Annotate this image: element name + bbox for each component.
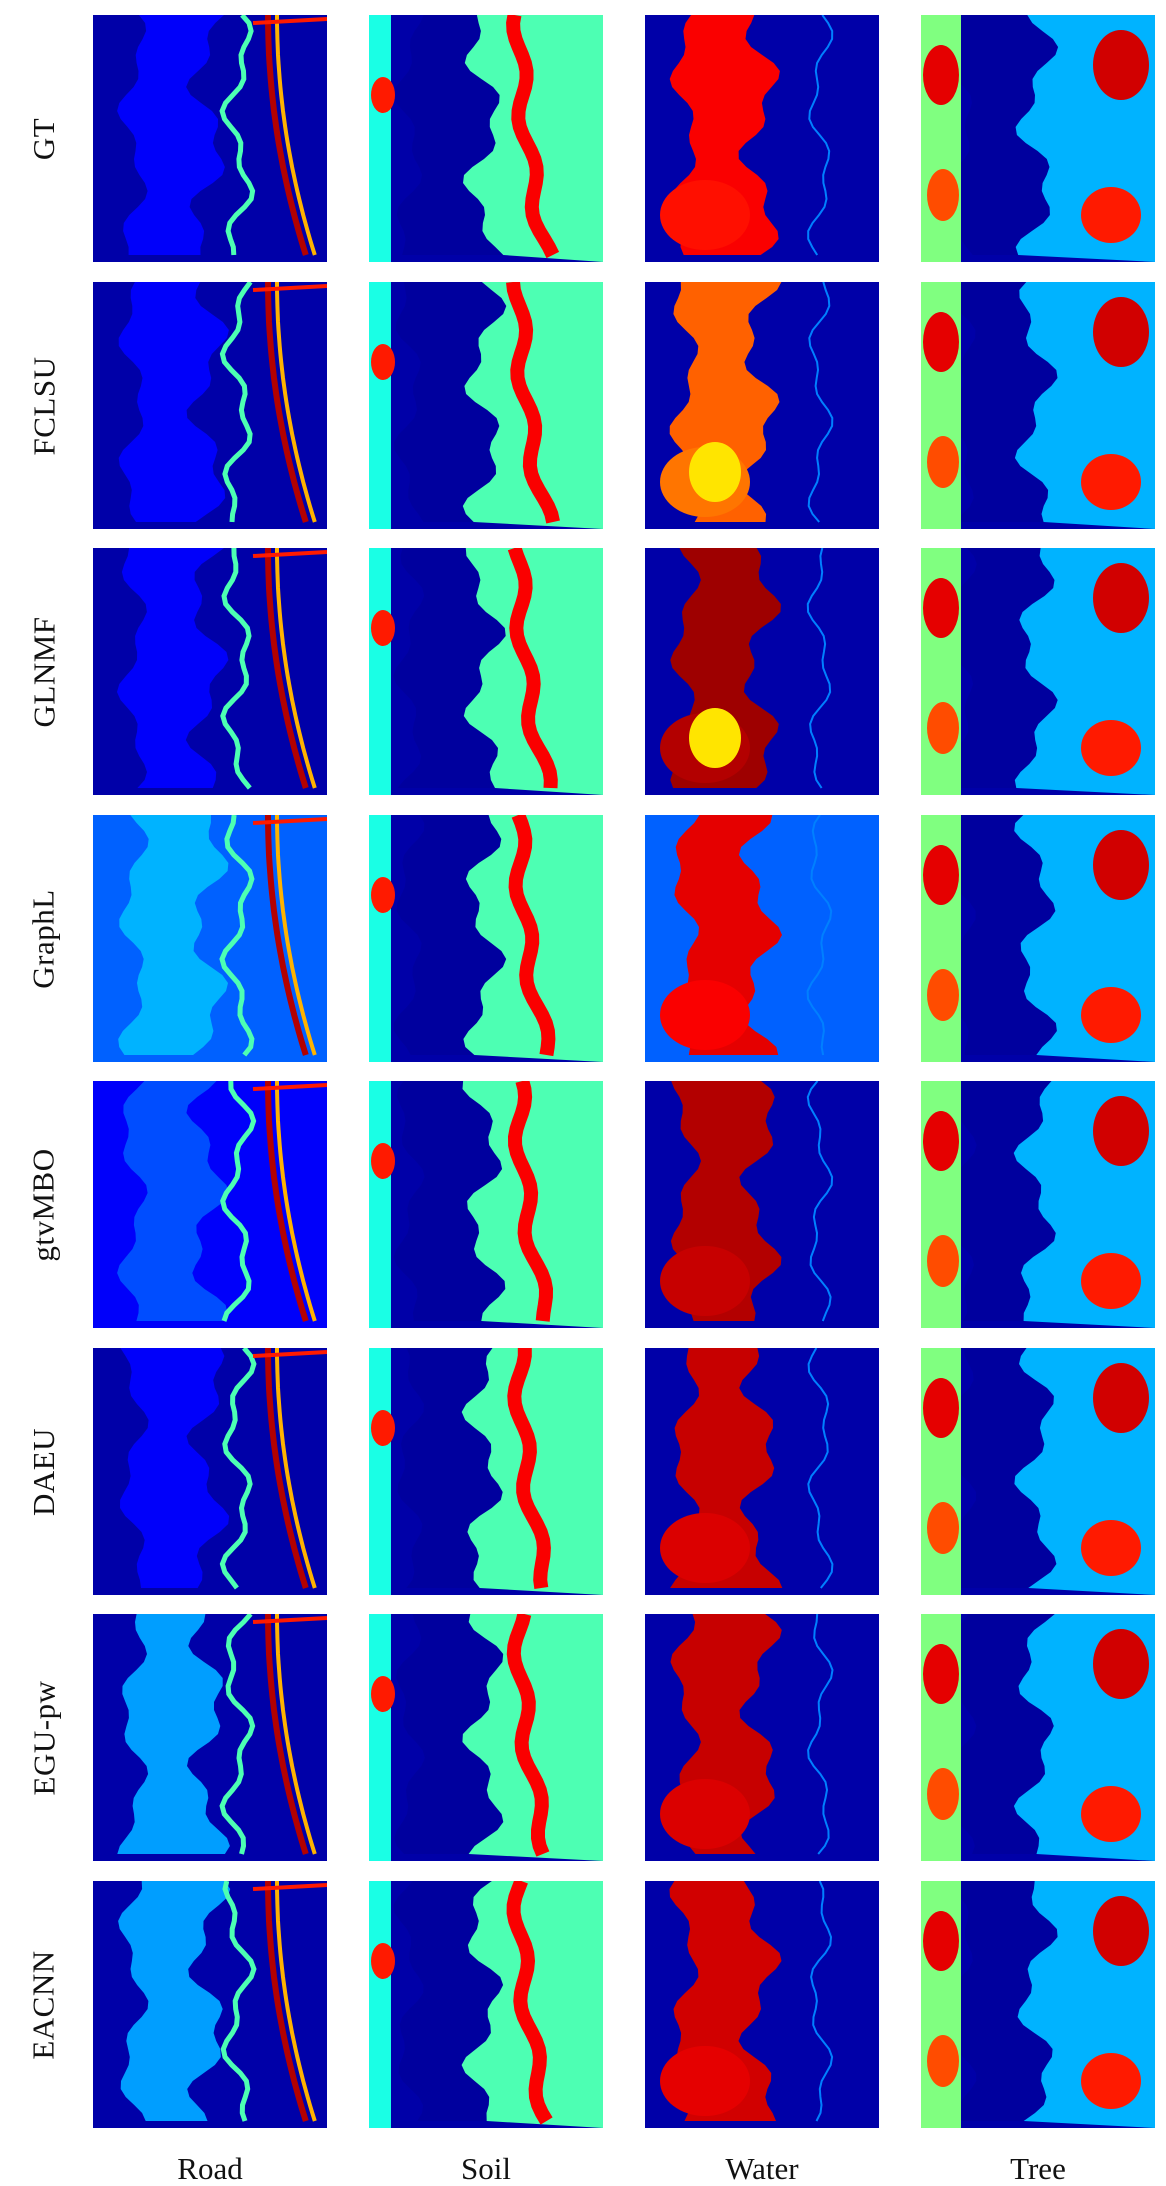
abundance-map-glnmf-water [645,548,879,795]
row-label-egu-pw: EGU-pw [10,1614,78,1861]
abundance-map-image [645,815,879,1062]
abundance-map-image [369,15,603,262]
abundance-map-daeu-water [645,1348,879,1595]
abundance-map-image [93,1614,327,1861]
abundance-map-glnmf-tree [921,548,1155,795]
abundance-map-gtvmbo-soil [369,1081,603,1328]
abundance-map-image [93,282,327,529]
row-label-daeu: DAEU [10,1348,78,1595]
row-label-gtvmbo: gtvMBO [10,1081,78,1328]
row-label-fclsu: FCLSU [10,282,78,529]
row-label-text: GT [25,117,61,160]
abundance-map-gt-water [645,15,879,262]
abundance-map-egu-pw-water [645,1614,879,1861]
column-label-tree: Tree [1010,2151,1066,2186]
abundance-map-image [921,1881,1155,2128]
abundance-map-eacnn-tree [921,1881,1155,2128]
row-label-eacnn: EACNN [10,1881,78,2128]
abundance-map-glnmf-soil [369,548,603,795]
abundance-map-image [93,815,327,1062]
abundance-map-image [921,815,1155,1062]
abundance-map-daeu-tree [921,1348,1155,1595]
abundance-map-image [369,1081,603,1328]
abundance-map-image [645,282,879,529]
abundance-map-image [369,282,603,529]
abundance-map-graphl-tree [921,815,1155,1062]
abundance-map-graphl-road [93,815,327,1062]
abundance-map-image [93,15,327,262]
abundance-map-image [369,1614,603,1861]
row-label-glnmf: GLNMF [10,548,78,795]
row-label-text: EGU-pw [26,1680,62,1795]
abundance-map-eacnn-road [93,1881,327,2128]
abundance-map-graphl-water [645,815,879,1062]
column-label-soil: Soil [461,2151,511,2186]
abundance-map-fclsu-tree [921,282,1155,529]
abundance-map-image [921,1348,1155,1595]
abundance-map-fclsu-soil [369,282,603,529]
abundance-map-daeu-soil [369,1348,603,1595]
abundance-map-egu-pw-tree [921,1614,1155,1861]
abundance-map-image [645,1081,879,1328]
abundance-map-image [921,282,1155,529]
row-label-text: gtvMBO [26,1147,61,1262]
abundance-map-graphl-soil [369,815,603,1062]
abundance-map-image [369,548,603,795]
row-label-text: GraphL [26,888,61,989]
abundance-map-image [921,1081,1155,1328]
abundance-map-gt-road [93,15,327,262]
abundance-map-image [645,1881,879,2128]
abundance-map-eacnn-water [645,1881,879,2128]
abundance-map-glnmf-road [93,548,327,795]
abundance-map-image [93,1881,327,2128]
abundance-map-daeu-road [93,1348,327,1595]
abundance-map-image [93,548,327,795]
abundance-map-fclsu-road [93,282,327,529]
abundance-map-image [921,1614,1155,1861]
row-label-text: DAEU [26,1427,62,1516]
abundance-map-image [369,1348,603,1595]
abundance-map-image [645,15,879,262]
row-label-text: GLNMF [26,615,62,728]
abundance-map-image [921,15,1155,262]
abundance-map-gtvmbo-water [645,1081,879,1328]
row-label-gt: GT [10,15,78,262]
abundance-map-image [645,548,879,795]
abundance-map-fclsu-water [645,282,879,529]
column-label-road: Road [177,2151,243,2186]
abundance-map-gtvmbo-road [93,1081,327,1328]
abundance-map-egu-pw-soil [369,1614,603,1861]
abundance-map-image [645,1348,879,1595]
abundance-map-image [369,815,603,1062]
abundance-map-image [93,1348,327,1595]
abundance-map-image [93,1081,327,1328]
abundance-map-egu-pw-road [93,1614,327,1861]
abundance-map-eacnn-soil [369,1881,603,2128]
row-label-text: FCLSU [26,356,62,455]
abundance-map-gt-soil [369,15,603,262]
abundance-map-gtvmbo-tree [921,1081,1155,1328]
row-label-text: EACNN [26,1949,61,2060]
column-label-water: Water [725,2151,799,2186]
abundance-map-gt-tree [921,15,1155,262]
abundance-map-image [645,1614,879,1861]
abundance-map-image [921,548,1155,795]
abundance-map-image [369,1881,603,2128]
row-label-graphl: GraphL [10,815,78,1062]
